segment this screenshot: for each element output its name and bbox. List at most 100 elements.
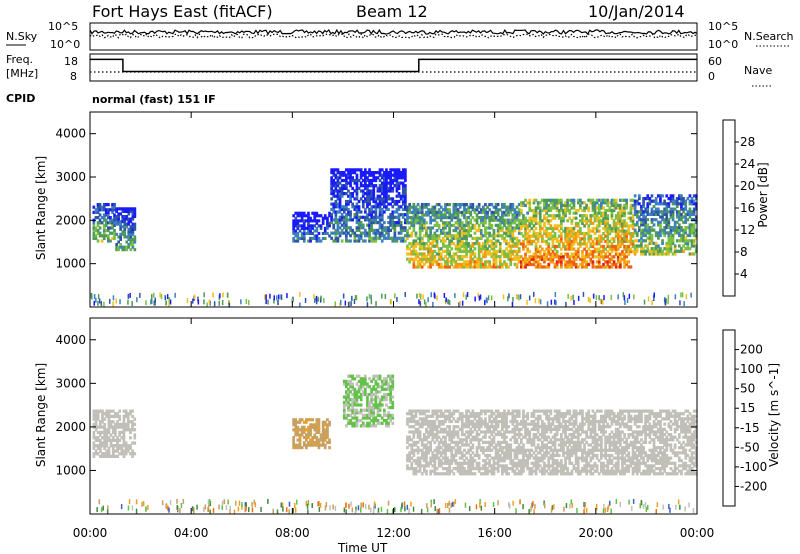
heatmap-cell [364,181,367,185]
heatmap-cell [437,448,441,452]
heatmap-cell [429,414,432,418]
heatmap-cell [439,213,443,217]
heatmap-cell [686,218,690,222]
heatmap-cell [448,213,451,217]
heatmap-cell [498,262,502,266]
heatmap-cell [597,216,601,220]
heatmap-cell [406,244,409,248]
heatmap-cell [99,444,102,448]
heatmap-speckle [228,302,231,308]
heatmap-cell [690,252,694,256]
heatmap-cell [336,192,340,196]
heatmap-cell [606,250,610,254]
heatmap-cell [595,224,599,228]
heatmap-cell [545,226,548,231]
heatmap-cell [602,214,605,218]
heatmap-cell [538,206,542,210]
heatmap-cell [385,194,388,198]
heatmap-cell [486,249,489,253]
heatmap-cell [298,418,302,422]
heatmap-cell [313,224,317,228]
heatmap-cell [355,411,359,415]
heatmap-cell [494,239,498,243]
heatmap-cell [133,235,137,239]
heatmap-cell [347,382,350,386]
heatmap-cell [650,212,654,216]
heatmap-cell [456,208,460,212]
heatmap-cell [427,414,430,418]
heatmap-cell [349,184,352,188]
heatmap-cell [351,421,354,425]
heatmap-cell [374,210,378,214]
heatmap-cell [389,221,392,225]
heatmap-cell [427,409,430,413]
heatmap-cell [423,205,426,209]
heatmap-cell [635,233,639,238]
heatmap-cell [446,203,449,207]
heatmap-cell [469,446,473,450]
heatmap-cell [673,220,677,224]
heatmap-cell [547,234,551,238]
heatmap-cell [120,425,124,429]
heatmap-cell [107,210,110,214]
heatmap-cell [103,446,106,450]
heatmap-cell [477,229,481,233]
heatmap-cell [471,467,475,471]
heatmap-cell [364,207,367,211]
heatmap-cell [560,221,563,225]
heatmap-cell [439,216,443,220]
heatmap-cell [595,242,599,246]
heatmap-cell [612,219,616,223]
heatmap-cell [473,223,477,227]
heatmap-cell [423,435,426,439]
heatmap-cell [574,257,578,261]
heatmap-cell [406,419,409,424]
heatmap-cell [433,453,437,458]
heatmap-cell [564,265,567,269]
heatmap-cell [347,406,350,410]
heatmap-cell [686,239,690,243]
heatmap-cell [437,440,441,444]
heatmap-cell [383,382,386,386]
heatmap-cell [471,203,475,207]
heatmap-cell [355,210,359,214]
heatmap-cell [313,441,317,445]
heatmap-cell [376,408,380,412]
heatmap-cell [498,247,502,251]
heatmap-cell [503,218,506,222]
heatmap-cell [328,423,331,427]
heatmap-cell [488,239,491,243]
heatmap-cell [469,226,473,230]
heatmap-cell [534,255,538,259]
heatmap-cell [410,244,414,248]
heatmap-cell [368,400,371,404]
heatmap-cell [437,422,441,426]
heatmap-cell [345,202,348,206]
heatmap-cell [477,456,481,460]
heatmap-cell [638,210,641,214]
heatmap-cell [319,214,323,218]
heatmap-cell [347,207,350,211]
heatmap-cell [486,205,489,209]
heatmap-cell [104,208,108,212]
heatmap-cell [336,178,340,183]
heatmap-cell [654,202,658,206]
heatmap-cell [517,247,521,251]
heatmap-cell [345,398,348,402]
heatmap-cell [606,265,610,269]
heatmap-cell [444,456,447,460]
heatmap-cell [349,199,352,204]
heatmap-cell [463,469,466,473]
heatmap-cell [678,249,681,253]
heatmap-cell [404,226,407,230]
heatmap-cell [380,398,384,402]
heatmap-cell [416,422,420,426]
heatmap-cell [646,231,650,235]
heatmap-cell [427,425,430,429]
heatmap-cell [547,262,551,267]
heatmap-cell [498,223,502,227]
heatmap-cell [675,199,679,203]
heatmap-cell [121,245,125,249]
heatmap-cell [532,229,536,233]
heatmap-cell [482,409,485,413]
